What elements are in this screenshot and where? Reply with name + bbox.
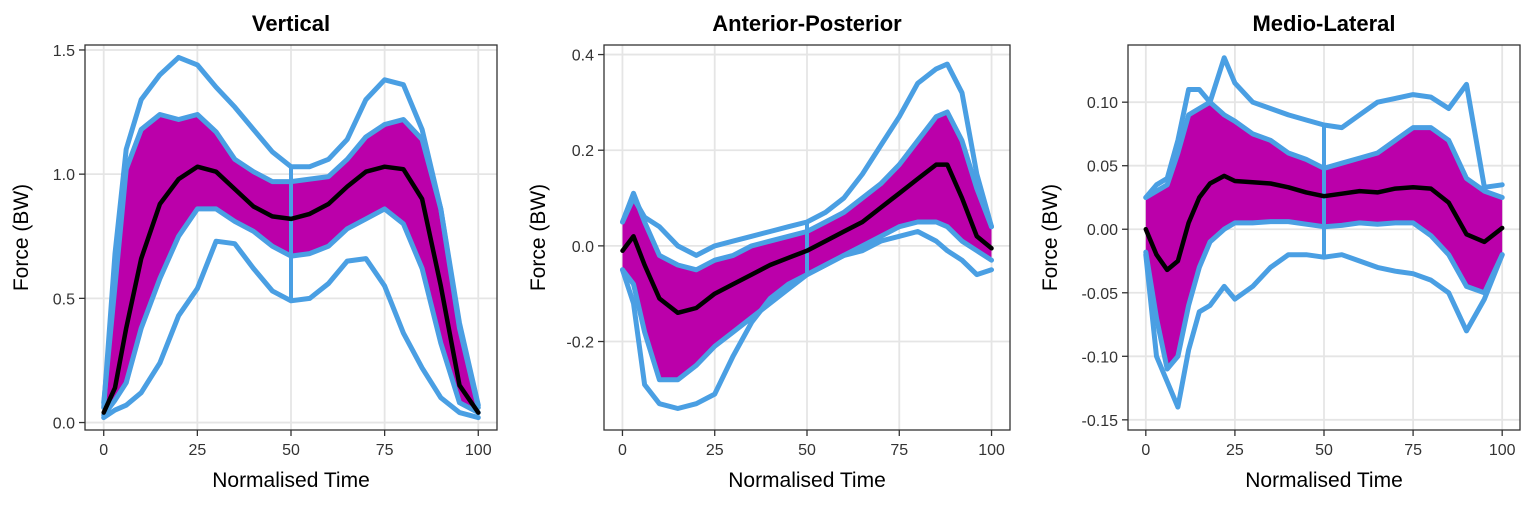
y-tick-label: -0.10 bbox=[1082, 349, 1119, 366]
x-tick-label: 25 bbox=[1226, 442, 1244, 459]
x-tick-label: 75 bbox=[376, 442, 394, 459]
y-axis-label: Force (BW) bbox=[1039, 184, 1062, 291]
y-tick-label: -0.05 bbox=[1082, 286, 1119, 303]
y-tick-label: 0.4 bbox=[572, 48, 594, 65]
band-area bbox=[103, 114, 479, 416]
x-tick-label: 0 bbox=[99, 442, 108, 459]
chart-panel-1: 0 25 50 75 100 0.0 0.5 1.0 1.5 Vertical Normalised… bbox=[10, 11, 498, 492]
y-tick-label: 0.0 bbox=[53, 416, 75, 433]
x-tick-label: 0 bbox=[618, 442, 627, 459]
y-tick-label: 0.0 bbox=[572, 239, 594, 256]
series-line-mean bbox=[101, 164, 481, 415]
series-line-min bbox=[101, 238, 481, 421]
x-tick-label: 100 bbox=[1489, 442, 1516, 459]
y-tick-label: 0.00 bbox=[1087, 222, 1118, 239]
x-axis-label: Normalised Time bbox=[1245, 469, 1403, 492]
y-tick-label: 0.10 bbox=[1087, 95, 1118, 112]
x-tick-label: 100 bbox=[978, 442, 1005, 459]
y-tick-label: 1.0 bbox=[53, 167, 75, 184]
series-line-max bbox=[1143, 55, 1505, 200]
y-axis-label: Force (BW) bbox=[10, 184, 33, 291]
series-line-band-upper bbox=[1143, 99, 1505, 200]
x-axis-label: Normalised Time bbox=[728, 469, 886, 492]
series-line-min bbox=[620, 229, 994, 411]
x-tick-label: 50 bbox=[282, 442, 300, 459]
series-line-band-lower bbox=[101, 206, 481, 418]
y-tick-label: 0.05 bbox=[1087, 159, 1118, 176]
x-tick-label: 100 bbox=[465, 442, 492, 459]
chart-panel-2: 0 25 50 75 100 -0.2 0.0 0.2 0.4 Anterior-Posterio… bbox=[527, 11, 1011, 492]
x-axis-label: Normalised Time bbox=[212, 469, 370, 492]
series-line-min bbox=[1143, 252, 1505, 410]
chart-panel-3: 0 25 50 75 100 -0.15 -0.10 -0.05 0.00 0.05 0.10 Med… bbox=[1039, 11, 1521, 492]
y-tick-label: -0.2 bbox=[566, 335, 594, 352]
y-tick-label: 0.2 bbox=[572, 143, 594, 160]
y-axis-label: Force (BW) bbox=[527, 184, 550, 291]
series-line-band-lower bbox=[1143, 219, 1505, 372]
x-tick-label: 75 bbox=[890, 442, 908, 459]
x-tick-label: 25 bbox=[188, 442, 206, 459]
series-line-max bbox=[101, 54, 481, 411]
series-line-band-upper bbox=[101, 112, 481, 411]
x-tick-label: 0 bbox=[1141, 442, 1150, 459]
x-tick-label: 50 bbox=[1315, 442, 1333, 459]
panel-title: Vertical bbox=[252, 11, 330, 36]
band-area bbox=[1145, 102, 1503, 369]
x-tick-label: 75 bbox=[1404, 442, 1422, 459]
y-tick-label: -0.15 bbox=[1082, 413, 1119, 430]
panel-title: Medio-Lateral bbox=[1252, 11, 1395, 36]
x-tick-label: 50 bbox=[798, 442, 816, 459]
series-line-mean bbox=[620, 162, 994, 316]
panel-title: Anterior-Posterior bbox=[712, 11, 902, 36]
y-tick-label: 0.5 bbox=[53, 291, 75, 308]
x-tick-label: 25 bbox=[706, 442, 724, 459]
y-tick-label: 1.5 bbox=[53, 43, 75, 60]
series-line-mean bbox=[1143, 173, 1505, 273]
